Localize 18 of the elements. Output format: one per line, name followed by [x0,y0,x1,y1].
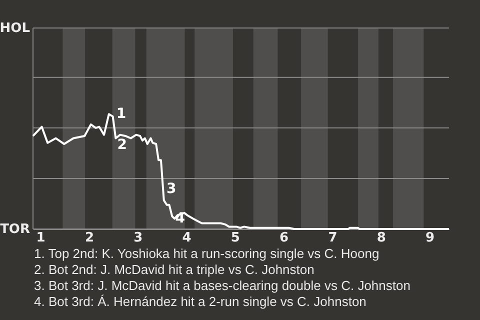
ref-line-label: HOL [0,21,30,36]
x-tick-label: 2 [84,230,94,246]
annotation: 2 [117,137,128,154]
x-tick-label: 8 [376,230,386,246]
annotation: 3 [166,180,176,197]
x-tick-label: 3 [134,230,143,246]
ref-line-label: TOR [0,222,30,237]
text: 1. Top 2nd: K. Yoshioka hit a run-scoring single vs C. Hoong [34,246,380,262]
x-tick-label: 9 [426,230,435,246]
x-tick-label: 7 [328,230,338,246]
text: 3. Bot 3rd: J. McDavid hit a bases-clearing double vs C. Johnston [34,278,410,294]
x-tick-label: 4 [182,230,192,246]
annotation: 1 [116,106,126,122]
x-tick-label: 5 [230,230,240,246]
text: 4. Bot 3rd: Á. Hernández hit a 2-run single vs C. Johnston [34,294,368,310]
text: 2. Bot 2nd: J. McDavid hit a triple vs C. Johnston [34,262,316,278]
x-tick-label: 1 [36,230,46,246]
x-tick-label: 6 [280,230,289,246]
